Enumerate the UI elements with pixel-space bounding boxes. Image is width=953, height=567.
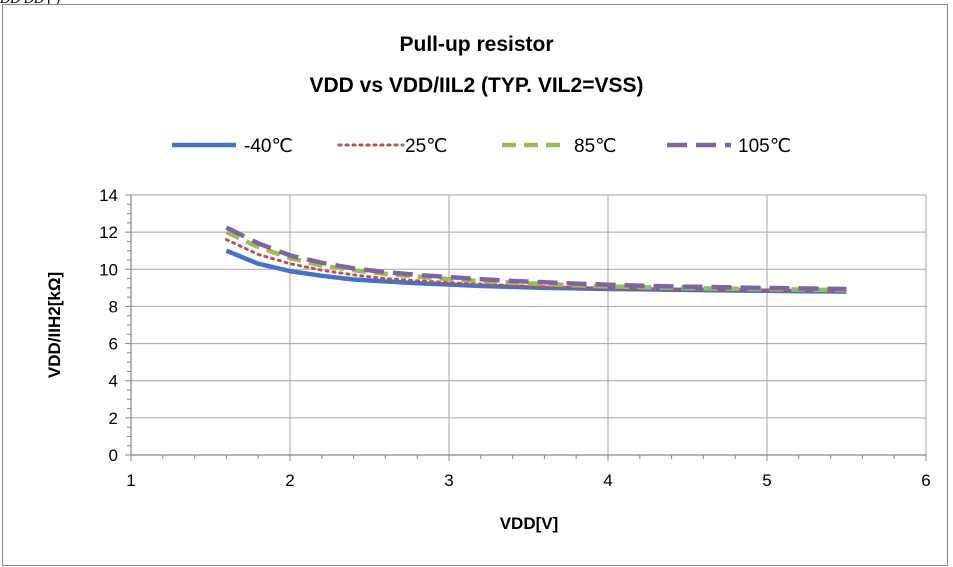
x-tick-label: 6 — [921, 471, 930, 490]
y-tick-label: 6 — [109, 335, 118, 354]
series-line-3 — [225, 225, 847, 292]
y-tick-label: 0 — [109, 446, 118, 465]
x-tick-label: 5 — [762, 471, 771, 490]
x-axis-title: VDD[V] — [500, 514, 559, 533]
gridlines — [131, 194, 927, 455]
x-tick-label: 3 — [444, 471, 453, 490]
x-tick-label: 1 — [126, 471, 135, 490]
y-tick-label: 2 — [109, 409, 118, 428]
chart-title: Pull-up resistor — [399, 33, 554, 56]
legend-label-3: 105℃ — [738, 136, 791, 157]
x-tick-label: 2 — [285, 471, 294, 490]
series-layer — [224, 225, 848, 294]
y-axis-title: VDD/IIH2[kΩ] — [45, 272, 64, 378]
y-tick-label: 12 — [99, 223, 118, 242]
top-strip: DD DD ( ) — [0, 0, 953, 8]
x-tick-label: 4 — [603, 471, 612, 490]
y-tick-label: 4 — [109, 372, 118, 391]
legend-label-2: 85℃ — [574, 136, 616, 157]
y-tick-label: 10 — [99, 260, 118, 279]
legend-label-0: -40℃ — [244, 136, 293, 157]
y-tick-label: 14 — [99, 186, 118, 205]
legend: -40℃ 25℃ 85℃ 105℃ — [172, 136, 791, 157]
chart-subtitle: VDD vs VDD/IIL2 (TYP. VIL2=VSS) — [309, 74, 644, 97]
top-strip-text: DD DD ( ) — [0, 0, 60, 8]
legend-label-1: 25℃ — [405, 136, 447, 157]
y-tick-label: 8 — [109, 297, 118, 316]
axes — [125, 194, 927, 461]
series-line-1 — [224, 238, 848, 293]
